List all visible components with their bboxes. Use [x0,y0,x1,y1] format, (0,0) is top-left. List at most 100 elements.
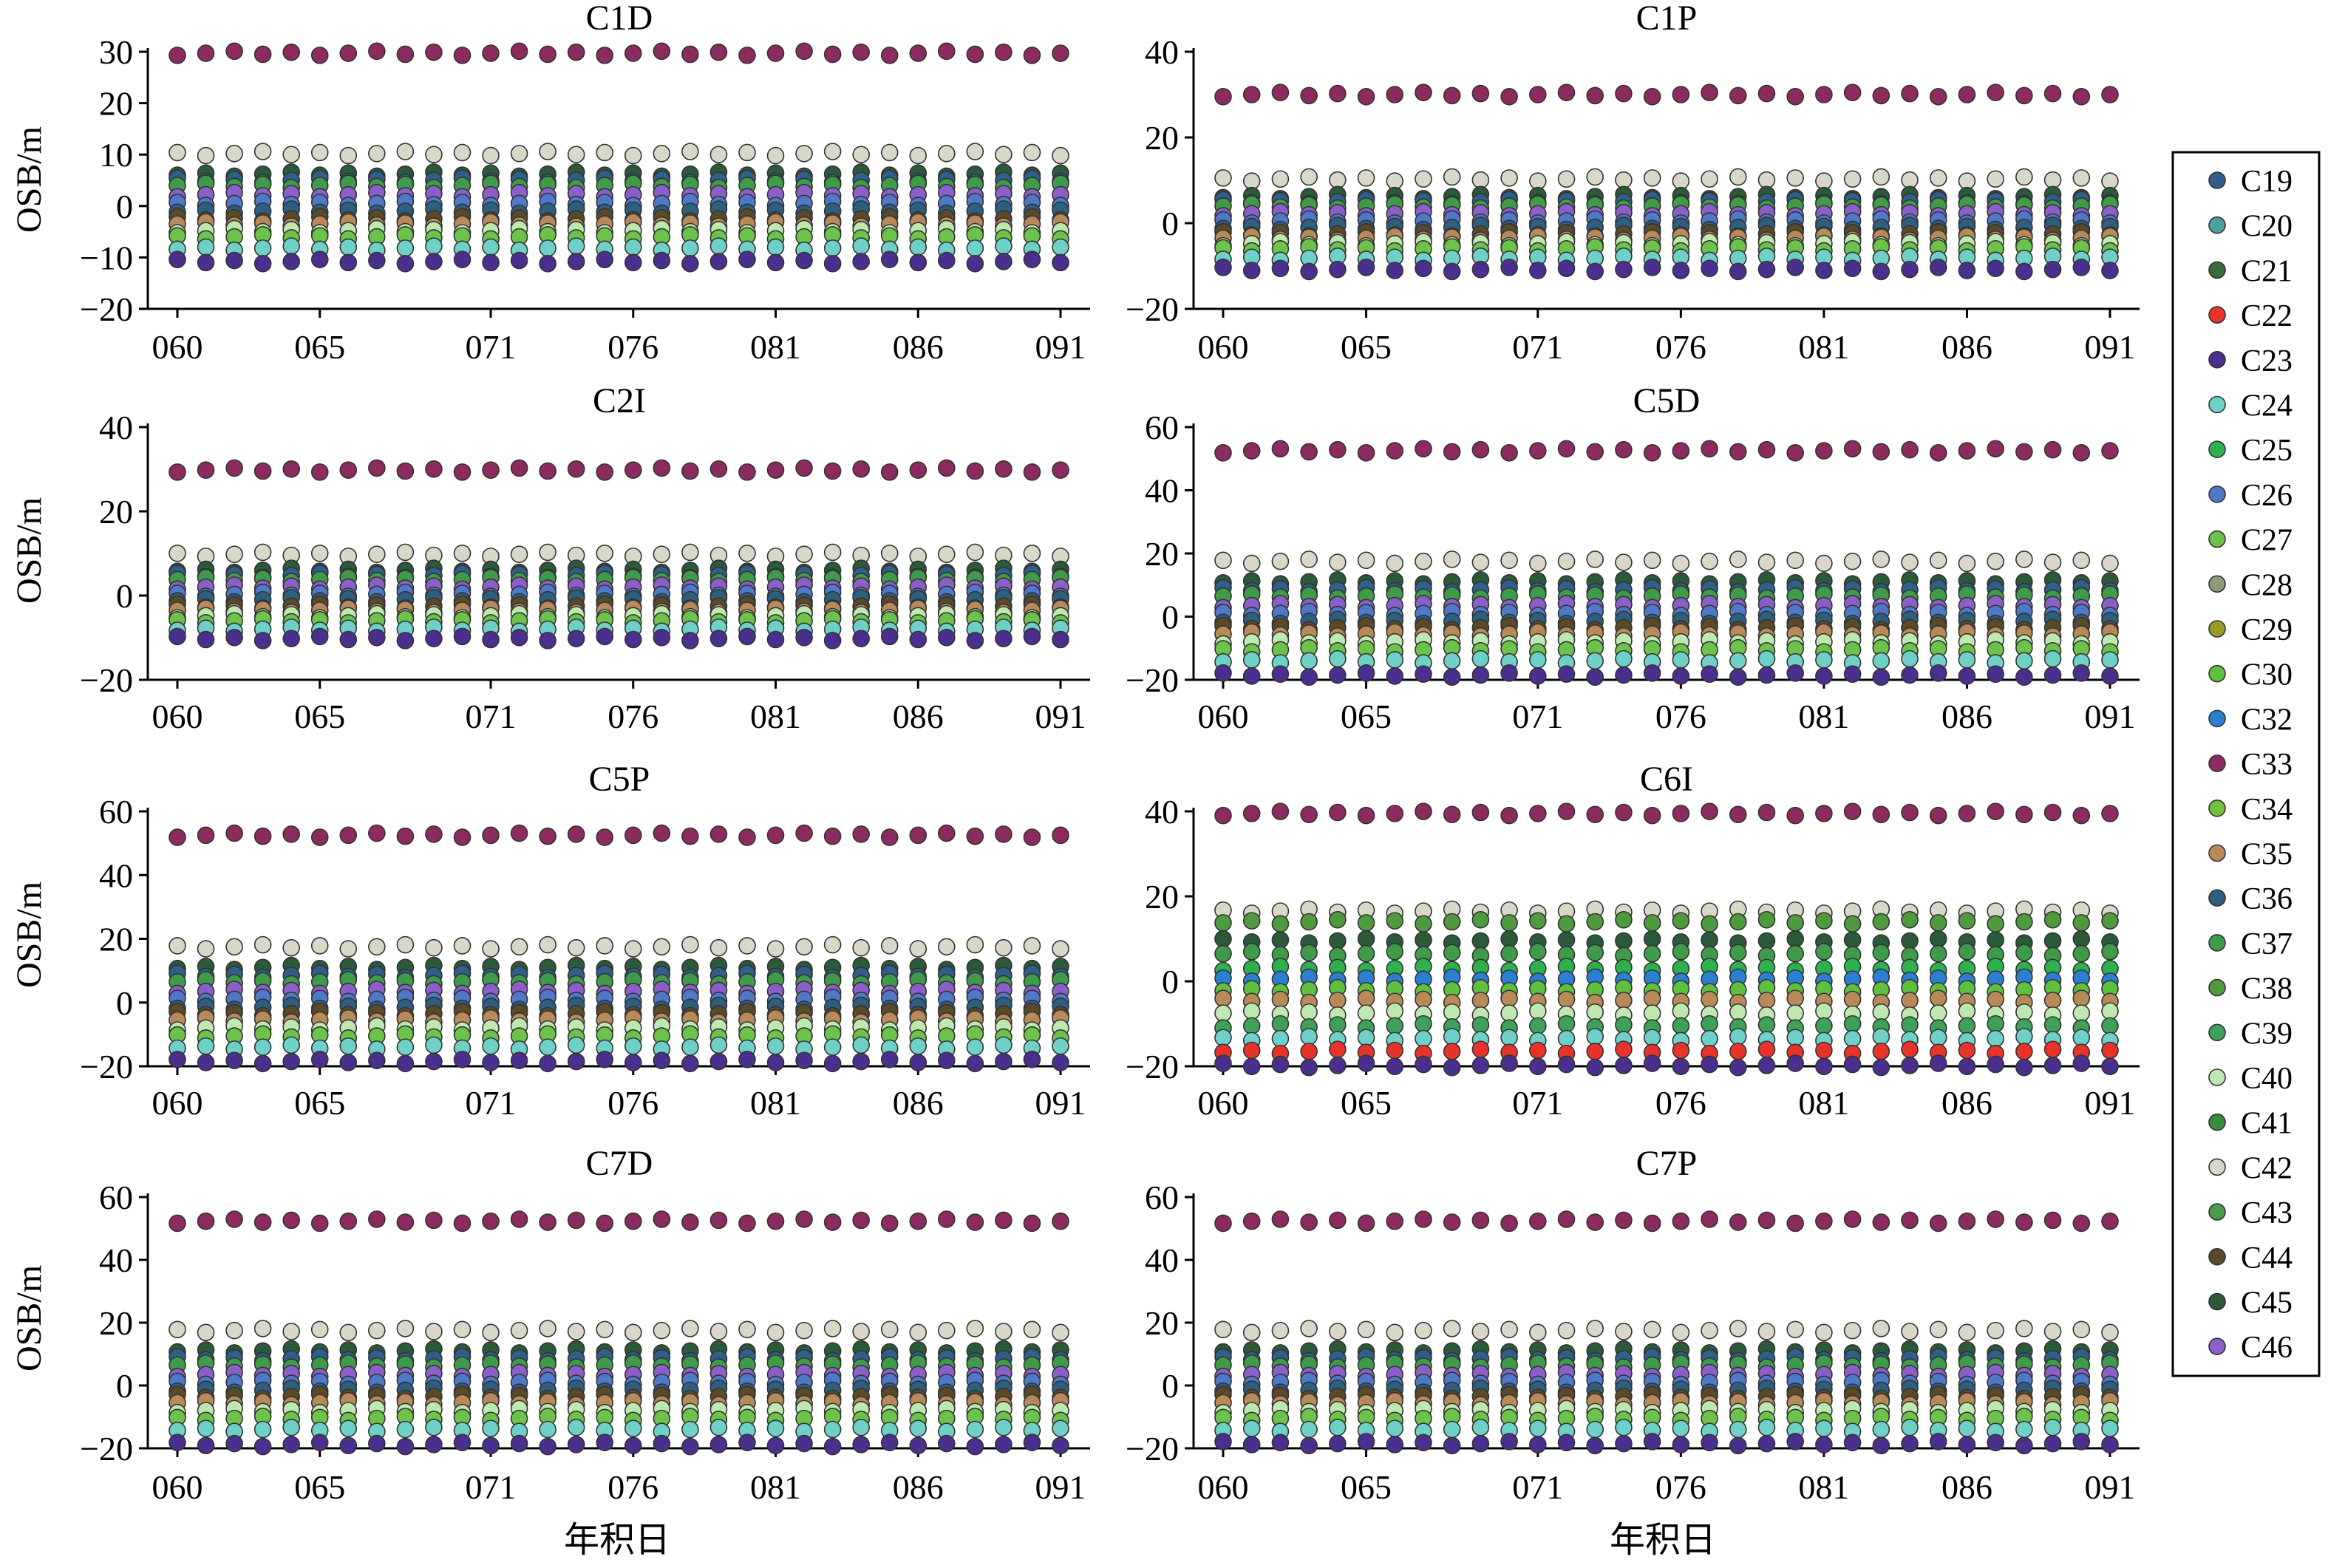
data-point [1729,168,1747,186]
data-point [1214,944,1232,963]
x-tick-label: 091 [1035,698,1086,735]
data-point [1757,1418,1776,1436]
data-point [339,146,358,165]
data-point [396,935,415,954]
data-point [1586,652,1604,670]
data-point [1901,1323,1919,1340]
legend-marker [2208,440,2226,459]
data-point [2015,1436,2033,1455]
data-point [624,253,642,272]
data-point [339,630,358,649]
legend-label: C44 [2241,1241,2293,1275]
data-point [1586,1058,1604,1077]
data-point [1300,1436,1318,1455]
data-point [995,237,1012,255]
data-point [1214,1029,1232,1047]
data-point [339,44,358,62]
data-point [197,146,215,165]
data-point [2072,551,2091,570]
data-point [880,828,899,846]
legend-marker [2208,485,2226,503]
y-axis-title-row3: OSB/m [10,882,49,988]
series-c32 [1214,968,2119,990]
legend-marker [2208,934,2226,952]
data-point [653,1051,671,1069]
data-point [1643,1214,1661,1233]
data-point [482,146,500,165]
data-point [339,461,358,479]
data-point [1386,1017,1404,1035]
series-c33 [169,42,1069,64]
data-point [852,1436,870,1453]
data-point [1557,1434,1576,1452]
data-point [1329,1040,1347,1058]
data-point [1329,910,1347,929]
data-point [339,1037,358,1055]
data-point [1815,912,1833,930]
y-tick-label: 20 [1145,1304,1179,1342]
x-tick-label: 086 [893,1084,944,1122]
data-point [1987,1321,2004,1340]
data-point [1443,1436,1461,1455]
data-point [425,146,443,163]
data-point [1023,937,1041,955]
data-point [197,1037,215,1055]
data-point [1672,1212,1690,1230]
series-c23 [1214,1433,2119,1455]
data-point [1672,1017,1690,1035]
data-point [396,462,415,480]
series-c40 [1214,631,2119,653]
panel-c1p: C1P 40 20 0 −20 060 065 071 076 081 086 091 [1126,0,2140,366]
data-point [1901,171,1919,189]
data-point [567,253,585,270]
data-point [1300,1320,1318,1337]
data-point [1529,1041,1547,1060]
data-point [1214,1214,1232,1233]
data-point [1672,554,1690,573]
data-point [1271,552,1290,570]
data-point [880,47,899,64]
data-point [1929,944,1947,963]
data-point [1929,87,1947,106]
data-point [1872,443,1890,461]
data-point [681,254,699,273]
data-point [1643,1029,1661,1047]
panel-title: C6I [1640,760,1693,799]
data-point [966,1054,984,1073]
y-tick-label: −20 [1126,661,1179,699]
data-point [766,461,785,479]
series-c44 [1214,222,2119,245]
data-point [1415,990,1432,1009]
x-tick-label: 081 [750,328,801,366]
legend-label: C25 [2241,434,2293,468]
data-point [1052,1054,1069,1071]
data-point [1529,943,1547,961]
data-point [1300,1213,1318,1231]
data-point [1471,440,1490,459]
y-tick-label: 40 [1145,793,1179,831]
data-point [1329,650,1347,668]
data-point [1786,169,1804,187]
data-point [2072,989,2091,1007]
data-point [681,632,699,650]
data-point [1643,87,1661,106]
data-point [2101,1002,2119,1020]
data-point [1052,146,1069,165]
data-point [1443,1213,1461,1231]
data-point [539,462,557,480]
legend-label: C36 [2241,882,2293,916]
data-point [482,1419,500,1437]
y-tick-label: 0 [116,1367,133,1405]
data-point [510,145,528,163]
y-tick-label: 20 [1145,119,1179,157]
data-point [1701,1029,1718,1048]
data-point [1987,1434,2004,1452]
data-point [1872,168,1890,186]
legend-label: C40 [2241,1062,2293,1096]
data-point [1386,86,1404,103]
series-c37 [169,174,1069,197]
data-point [1757,1016,1776,1034]
data-point [1958,1017,1976,1035]
data-point [2015,1058,2033,1077]
data-point [966,1320,984,1337]
